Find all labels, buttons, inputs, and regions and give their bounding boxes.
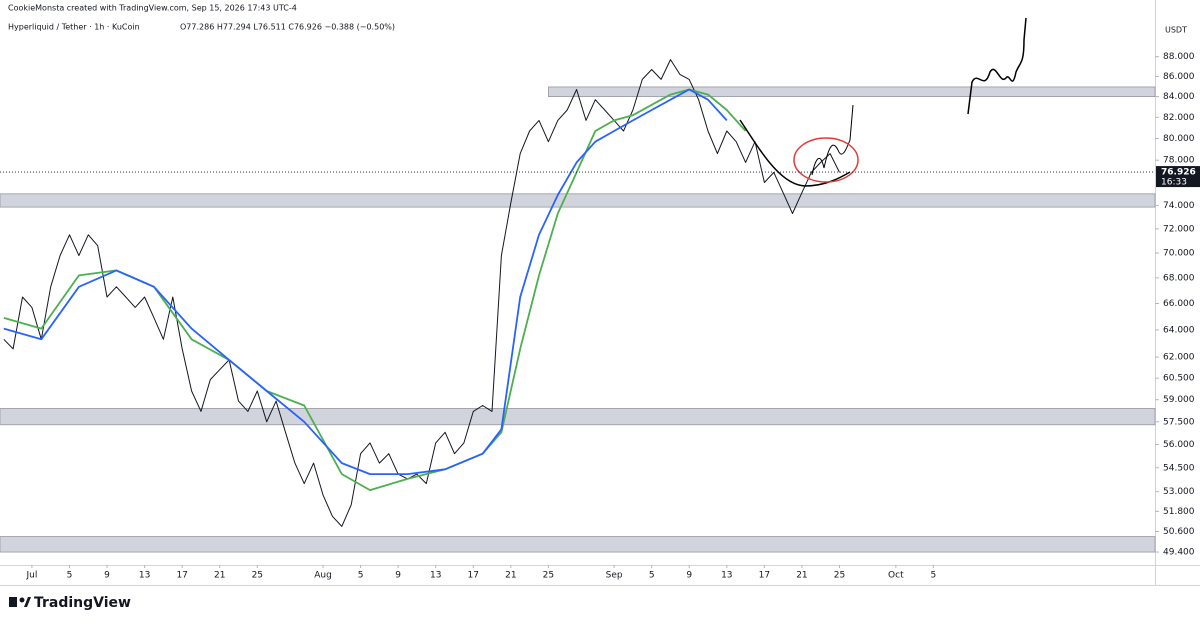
projection-curve <box>739 119 851 187</box>
y-tick-label: 57.500 <box>1163 417 1195 427</box>
series-line <box>3 88 728 475</box>
last-price-box <box>1156 166 1200 188</box>
y-tick-label: 54.500 <box>1163 463 1195 473</box>
logo-slash <box>24 597 31 607</box>
credit: CookieMonsta created with TradingView.co… <box>8 4 297 13</box>
x-tick-label: 21 <box>796 571 807 581</box>
ohlc: O77.286 H77.294 L76.511 C76.926 −0.388 (… <box>180 23 395 32</box>
x-tick-label: Jul <box>25 571 37 581</box>
y-tick-label: 50.600 <box>1163 527 1195 537</box>
x-tick-label: 17 <box>468 571 479 581</box>
y-tick-label: 80.000 <box>1163 134 1195 144</box>
zones <box>0 86 1156 553</box>
y-tick-label: 68.000 <box>1163 273 1195 283</box>
x-tick-label: 5 <box>67 571 73 581</box>
series-line <box>3 88 747 491</box>
x-tick-label: 17 <box>176 571 187 581</box>
countdown-label: 16:33 <box>1161 178 1187 188</box>
x-tick-label: 21 <box>505 571 516 581</box>
y-tick-label: 59.000 <box>1163 395 1195 405</box>
x-tick-label: 5 <box>358 571 364 581</box>
x-tick-label: 13 <box>721 571 732 581</box>
y-tick-label: 86.000 <box>1163 72 1195 82</box>
zone <box>0 408 1156 426</box>
last-price-label: 76.926 <box>1161 168 1196 178</box>
y-tick-label: 84.000 <box>1163 92 1195 102</box>
y-tick-label: 60.500 <box>1163 374 1195 384</box>
x-tick-label: Aug <box>314 571 332 581</box>
zone <box>0 536 1156 553</box>
brand: TradingView <box>34 595 131 611</box>
y-tick-label: 66.000 <box>1163 299 1195 309</box>
y-unit: USDT <box>1165 26 1187 35</box>
y-tick-label: 78.000 <box>1163 156 1195 166</box>
x-tick-label: 13 <box>430 571 441 581</box>
x-tick-label: 5 <box>649 571 655 581</box>
y-tick-label: 74.000 <box>1163 201 1195 211</box>
zone <box>547 86 1156 98</box>
brand-logo: TradingView <box>9 595 131 611</box>
logo-dot <box>19 597 25 603</box>
y-tick-label: 70.000 <box>1163 249 1195 259</box>
x-tick-label: 5 <box>931 571 937 581</box>
highlight-ellipse <box>793 137 859 183</box>
x-tick-label: 21 <box>214 571 225 581</box>
logo-mark <box>9 597 17 607</box>
x-tick-label: 17 <box>759 571 770 581</box>
x-tick-label: 13 <box>139 571 150 581</box>
x-tick-label: Oct <box>888 571 904 581</box>
x-tick-label: 9 <box>104 571 110 581</box>
x-tick-label: 25 <box>543 571 554 581</box>
x-tick-label: 25 <box>252 571 263 581</box>
y-tick-label: 56.000 <box>1163 440 1195 450</box>
y-tick-label: 72.000 <box>1163 224 1195 234</box>
x-tick-label: 9 <box>686 571 692 581</box>
series-line <box>3 59 840 527</box>
x-tick-label: 25 <box>834 571 845 581</box>
series <box>3 59 840 527</box>
y-tick-label: 64.000 <box>1163 325 1195 335</box>
y-tick-label: 49.400 <box>1163 548 1195 558</box>
symbol: Hyperliquid / Tether · 1h · KuCoin <box>8 23 140 32</box>
x-tick-label: Sep <box>606 571 623 581</box>
projection-path <box>811 104 854 176</box>
x-tick-label: 9 <box>395 571 401 581</box>
y-tick-label: 51.800 <box>1163 507 1195 517</box>
y-tick-label: 62.000 <box>1163 353 1195 363</box>
zone <box>0 193 1156 208</box>
y-tick-label: 88.000 <box>1163 52 1195 62</box>
target-path <box>967 17 1027 115</box>
y-tick-label: 82.000 <box>1163 113 1195 123</box>
y-tick-label: 53.000 <box>1163 487 1195 497</box>
